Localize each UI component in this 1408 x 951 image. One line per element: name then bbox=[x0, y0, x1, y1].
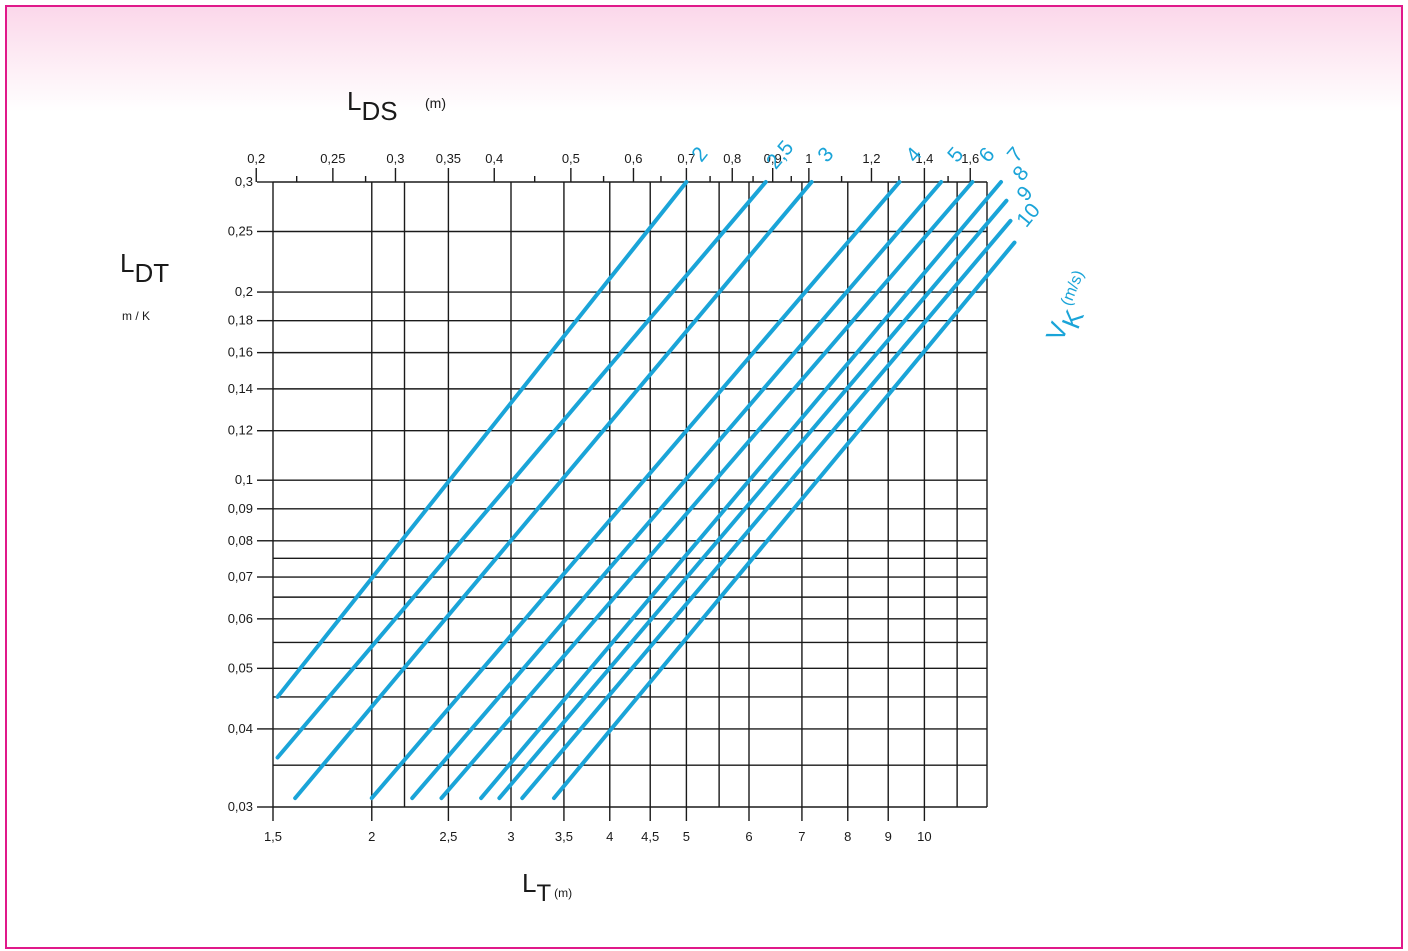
x-tick-label: 5 bbox=[683, 829, 690, 844]
x-tick-label: 2 bbox=[368, 829, 375, 844]
series-line-9 bbox=[520, 218, 1013, 801]
y-tick-label: 0,14 bbox=[228, 381, 253, 396]
y-tick-label: 0,12 bbox=[228, 423, 253, 438]
series-line-2-5 bbox=[275, 180, 768, 760]
series-label-2-5: 2,5 bbox=[762, 136, 798, 173]
y-tick-label: 0,16 bbox=[228, 345, 253, 360]
series-line-4 bbox=[369, 180, 902, 801]
top-tick-label: 0,6 bbox=[624, 151, 642, 166]
x-tick-label: 8 bbox=[844, 829, 851, 844]
x-tick-label: 9 bbox=[885, 829, 892, 844]
x-axis-title: LT (m) bbox=[522, 868, 572, 907]
nomogram-chart: 0,03 0,04 0,05 0,06 0,07 0,08 0,09 0,1 0,12 0,14 0… bbox=[120, 86, 1104, 907]
top-tick-label: 0,25 bbox=[320, 151, 345, 166]
svg-text:VK(m/s): VK(m/s) bbox=[1040, 266, 1104, 349]
y-tick-label: 0,18 bbox=[228, 313, 253, 328]
x-tick-label: 7 bbox=[798, 829, 805, 844]
series-line-6 bbox=[439, 180, 975, 801]
series-line-5 bbox=[410, 180, 944, 801]
top-tick-label: 0,35 bbox=[436, 151, 461, 166]
series-line-8 bbox=[497, 198, 1009, 801]
chart-frame: 0,03 0,04 0,05 0,06 0,07 0,08 0,09 0,1 0,12 0,14 0… bbox=[5, 5, 1403, 949]
y-tick-label: 0,03 bbox=[228, 799, 253, 814]
top-tick-label: 0,2 bbox=[247, 151, 265, 166]
y-axis-title: LDT bbox=[120, 248, 169, 288]
top-tick-label: 0,7 bbox=[677, 151, 695, 166]
y-tick-label: 0,07 bbox=[228, 569, 253, 584]
top-tick-label: 1 bbox=[805, 151, 812, 166]
top-tick-label: 0,5 bbox=[562, 151, 580, 166]
y-tick-label: 0,06 bbox=[228, 611, 253, 626]
series-line-7 bbox=[479, 180, 1004, 801]
y-tick-label: 0,09 bbox=[228, 501, 253, 516]
series-line-2 bbox=[275, 180, 689, 699]
y-tick-labels: 0,03 0,04 0,05 0,06 0,07 0,08 0,09 0,1 0,12 0,14 0… bbox=[228, 174, 253, 814]
series-line-3 bbox=[293, 180, 814, 801]
series-lines bbox=[275, 180, 1017, 801]
y-tick-label: 0,25 bbox=[228, 223, 253, 238]
y-tick-label: 0,3 bbox=[235, 174, 253, 189]
y-tick-label: 0,05 bbox=[228, 660, 253, 675]
x-tick-label: 4 bbox=[606, 829, 613, 844]
x-tick-labels: 1,5 2 2,5 3 3,5 4 4,5 5 6 7 8 9 10 bbox=[264, 829, 932, 844]
top-tick-label: 0,8 bbox=[723, 151, 741, 166]
top-tick-label: 1,6 bbox=[961, 151, 979, 166]
x-tick-label: 10 bbox=[917, 829, 931, 844]
series-label-10: 10 bbox=[1012, 199, 1045, 232]
y-tick-label: 0,08 bbox=[228, 533, 253, 548]
top-axis-title: LDS bbox=[347, 86, 398, 126]
y-tick-label: 0,2 bbox=[235, 284, 253, 299]
series-axis-title: VK(m/s) bbox=[1040, 266, 1104, 349]
x-tick-label: 3 bbox=[507, 829, 514, 844]
y-tick-label: 0,04 bbox=[228, 721, 253, 736]
tick-marks bbox=[255, 168, 971, 821]
y-tick-label: 0,1 bbox=[235, 472, 253, 487]
series-line-10 bbox=[551, 240, 1017, 801]
x-tick-label: 1,5 bbox=[264, 829, 282, 844]
grid bbox=[272, 181, 988, 808]
x-tick-label: 4,5 bbox=[641, 829, 659, 844]
top-tick-labels: 0,2 0,25 0,3 0,35 0,4 0,5 0,6 0,7 0,8 0,9 1 1,2 1,4 1… bbox=[247, 151, 979, 166]
series-label-3: 3 bbox=[813, 143, 838, 167]
y-axis-unit: m / K bbox=[122, 309, 150, 323]
top-tick-label: 0,3 bbox=[386, 151, 404, 166]
top-tick-label: 0,9 bbox=[764, 151, 782, 166]
x-tick-label: 3,5 bbox=[555, 829, 573, 844]
top-tick-label: 0,4 bbox=[485, 151, 503, 166]
top-tick-label: 1,2 bbox=[862, 151, 880, 166]
x-tick-label: 6 bbox=[745, 829, 752, 844]
top-tick-label: 1,4 bbox=[915, 151, 933, 166]
x-tick-label: 2,5 bbox=[439, 829, 457, 844]
top-axis-unit: (m) bbox=[425, 95, 446, 111]
